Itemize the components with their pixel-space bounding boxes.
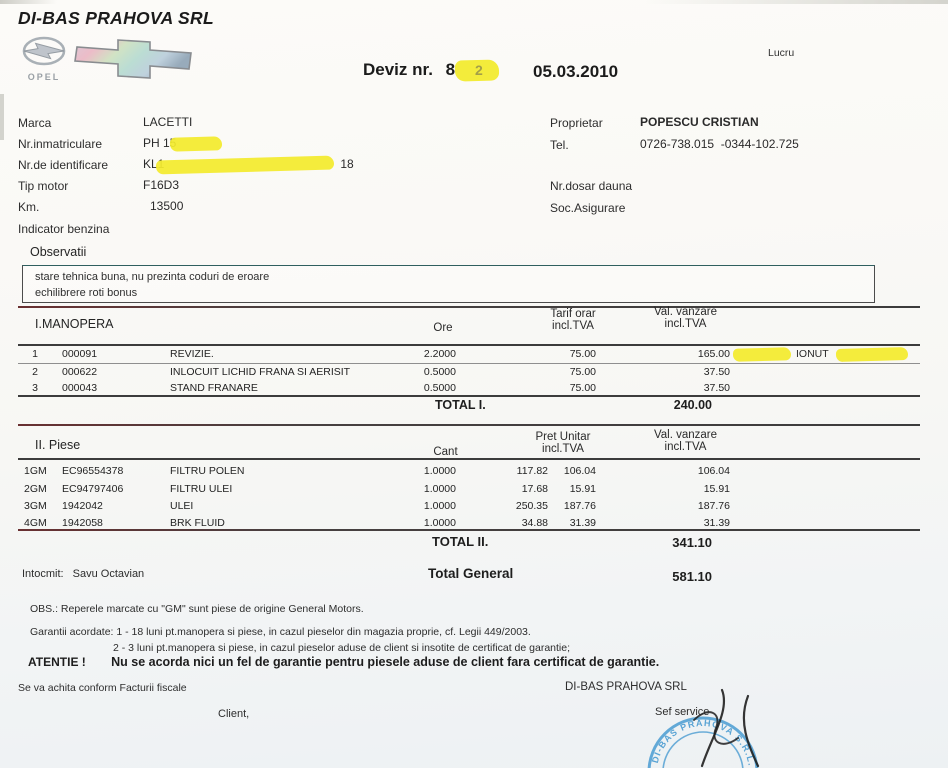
- km-label: Km.: [18, 200, 40, 214]
- identificare-suffix: 18: [340, 157, 354, 171]
- garantii-line-2: 2 - 3 luni pt.manopera si piese, in cazu…: [113, 642, 571, 654]
- col-header-cant: Cant: [433, 446, 458, 458]
- inmatriculare-value: PH 15: [143, 136, 223, 152]
- inmatriculare-prefix: PH 15: [143, 136, 177, 150]
- total-2-label: TOTAL II.: [432, 534, 489, 549]
- table-rule: [18, 363, 920, 364]
- col-header-ore: Ore: [433, 322, 453, 334]
- marca-value: LACETTI: [143, 115, 193, 129]
- total-2-value: 341.10: [672, 535, 712, 550]
- chevrolet-logo: [72, 36, 194, 89]
- tel-value: 0726-738.015 -0344-102.725: [640, 137, 799, 151]
- intocmit-name: Savu Octavian: [72, 568, 145, 580]
- total-general-label: Total General: [428, 566, 514, 581]
- indicator-benzina-label: Indicator benzina: [18, 222, 110, 236]
- total-1-label: TOTAL I.: [435, 398, 486, 412]
- table-row: 2 000622 INLOCUIT LICHID FRANA SI AERISI…: [32, 366, 730, 378]
- sef-service-signature: [650, 686, 800, 768]
- redaction-highlight: [732, 347, 792, 362]
- atentie-text: Nu se acorda nici un fel de garantie pen…: [111, 655, 660, 669]
- table-rule: [18, 529, 920, 531]
- signoff-company-name: DI-BAS PRAHOVA SRL: [565, 681, 687, 693]
- inmatriculare-label: Nr.inmatriculare: [18, 137, 103, 151]
- opel-logo: OPEL: [20, 36, 68, 82]
- table-row: 1 000091 REVIZIE. 2.2000 75.00 165.00 IO…: [18, 346, 928, 363]
- table-rule: [18, 395, 920, 397]
- col-header-tarif: Tarif orar incl.TVA: [550, 308, 596, 332]
- table-rule: [18, 344, 920, 346]
- proprietar-value: POPESCU CRISTIAN: [640, 115, 759, 129]
- tel-label: Tel.: [550, 138, 569, 152]
- lucru-label: Lucru: [768, 47, 795, 59]
- identificare-value: KL1 18: [143, 155, 354, 175]
- observatii-line: echilibrere roti bonus: [35, 287, 138, 299]
- tip-motor-label: Tip motor: [18, 179, 69, 193]
- signature-icon: [693, 688, 760, 768]
- km-value: 13500: [150, 199, 184, 213]
- table-row: 3 000043 STAND FRANARE 0.5000 75.00 37.5…: [32, 382, 730, 394]
- observatii-box: stare tehnica buna, nu prezinta coduri d…: [22, 265, 875, 303]
- table-row: 4GM 1942058 BRK FLUID 1.0000 34.88 31.39…: [24, 517, 730, 529]
- atentie-label: ATENTIE !: [28, 655, 86, 669]
- table-row: 3GM 1942042 ULEI 1.0000 250.35 187.76 18…: [24, 500, 730, 512]
- col-header-val-vanzare: Val. vanzare incl.TVA: [653, 306, 718, 330]
- table-row: 1GM EC96554378 FILTRU POLEN 1.0000 117.8…: [24, 465, 730, 477]
- row-note: IONUT: [796, 348, 829, 360]
- manopera-section-title: I.MANOPERA: [35, 317, 114, 331]
- deviz-date: 05.03.2010: [533, 62, 619, 81]
- redaction-highlight: [156, 155, 335, 175]
- deviz-label: Deviz nr.: [363, 60, 433, 79]
- round-stamp-icon: * DI-BAS PRAHOVA S.R.L. * ROMANIA *: [621, 692, 759, 768]
- deviz-number: 8: [445, 60, 456, 79]
- proprietar-label: Proprietar: [550, 116, 603, 130]
- tip-motor-value: F16D3: [143, 178, 180, 192]
- garantii-line-1: Garantii acordate: 1 - 18 luni pt.manope…: [30, 626, 531, 638]
- deviz-number-line: Deviz nr. 8 2: [363, 59, 500, 82]
- intocmit-label: Intocmit:: [22, 568, 64, 580]
- client-signature-label: Client,: [218, 708, 250, 720]
- deviz-number-faint-digit: 2: [475, 62, 483, 79]
- sef-service-label: Sef service: [655, 706, 710, 718]
- payment-note: Se va achita conform Facturii fiscale: [18, 682, 187, 694]
- redaction-highlight: 2: [454, 59, 500, 82]
- atentie-line: ATENTIE ! Nu se acorda nici un fel de ga…: [28, 655, 659, 669]
- opel-logo-label: OPEL: [27, 72, 61, 82]
- scan-edge-artifact: [0, 0, 948, 4]
- total-general-value: 581.10: [672, 569, 712, 584]
- redaction-highlight: [170, 136, 223, 152]
- obs-note: OBS.: Reperele marcate cu "GM" sunt pies…: [30, 603, 364, 615]
- scan-edge-artifact: [0, 94, 4, 140]
- company-stamp: * DI-BAS PRAHOVA S.R.L. * ROMANIA *: [621, 692, 800, 768]
- col-header-pret-unitar: Pret Unitar incl.TVA: [535, 431, 591, 455]
- col-header-val-vanzare: Val. vanzare incl.TVA: [653, 429, 718, 453]
- soc-asigurare-label: Soc.Asigurare: [550, 201, 626, 215]
- total-1-value: 240.00: [673, 398, 712, 412]
- piese-section-title: II. Piese: [35, 438, 81, 452]
- intocmit-line: Intocmit: Savu Octavian: [22, 568, 144, 580]
- table-rule: [18, 458, 920, 460]
- marca-label: Marca: [18, 116, 52, 130]
- observatii-line: stare tehnica buna, nu prezinta coduri d…: [35, 271, 270, 283]
- table-rule: [18, 306, 920, 308]
- redaction-highlight: [835, 346, 909, 363]
- identificare-label: Nr.de identificare: [18, 158, 109, 172]
- opel-blitz-icon: [22, 36, 66, 66]
- table-row: 2GM EC94797406 FILTRU ULEI 1.0000 17.68 …: [24, 483, 730, 495]
- company-title: DI-BAS PRAHOVA SRL: [18, 8, 214, 28]
- chevrolet-bowtie-icon: [74, 39, 192, 79]
- table-rule: [18, 424, 920, 426]
- dosar-dauna-label: Nr.dosar dauna: [550, 179, 633, 193]
- observatii-label: Observatii: [30, 245, 87, 259]
